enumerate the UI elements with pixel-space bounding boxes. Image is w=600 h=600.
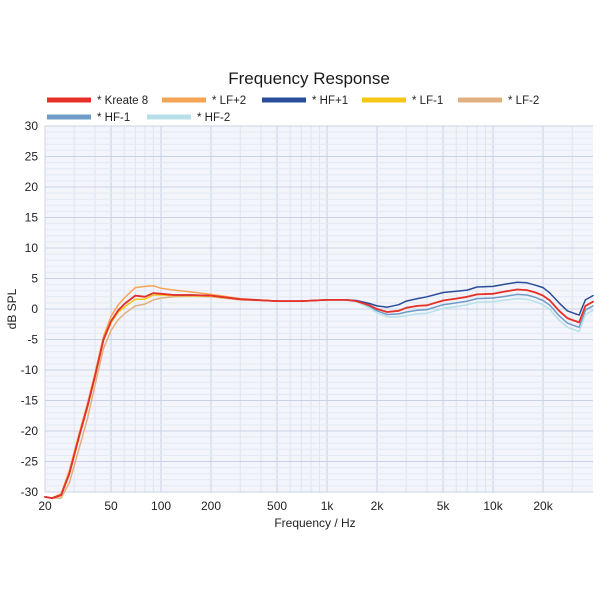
- series-layer: [44, 281, 594, 500]
- y-tick-label: -25: [21, 455, 39, 469]
- y-tick-label: 10: [25, 241, 39, 255]
- x-axis-ticks: 20 50 100 200 500 1k 2k 5k 10k 20k: [38, 499, 553, 513]
- legend-label: * HF+1: [312, 95, 348, 107]
- x-tick-label: 10k: [483, 499, 503, 513]
- y-axis-label: dB SPL: [5, 288, 19, 329]
- x-tick-label: 500: [267, 499, 287, 513]
- legend-label: * Kreate 8: [97, 95, 148, 107]
- x-tick-label: 100: [151, 499, 171, 513]
- y-tick-label: 25: [25, 150, 39, 164]
- chart-title: Frequency Response: [228, 69, 390, 88]
- y-tick-label: -5: [27, 333, 38, 347]
- legend-label: * HF-2: [197, 112, 230, 124]
- x-tick-label: 20: [38, 499, 52, 513]
- legend: * Kreate 8 * LF+2 * HF+1 * LF-1 * LF-2 * HF-1…: [47, 95, 539, 124]
- y-tick-label: -10: [21, 363, 39, 377]
- legend-label: * LF-1: [412, 95, 443, 107]
- grid: [44, 125, 593, 493]
- x-axis-label: Frequency / Hz: [274, 516, 355, 530]
- y-tick-label: -15: [21, 394, 39, 408]
- legend-label: * LF-2: [508, 95, 539, 107]
- x-tick-label: 200: [201, 499, 221, 513]
- x-tick-label: 1k: [321, 499, 335, 513]
- x-tick-label: 5k: [437, 499, 451, 513]
- y-tick-label: -20: [21, 424, 39, 438]
- x-tick-label: 50: [104, 499, 118, 513]
- x-tick-label: 20k: [533, 499, 553, 513]
- legend-label: * HF-1: [97, 112, 130, 124]
- series-line: [326, 293, 594, 329]
- series-line: [326, 297, 594, 333]
- y-tick-label: -30: [21, 485, 39, 499]
- y-tick-label: 30: [25, 119, 39, 133]
- y-tick-label: 5: [31, 272, 38, 286]
- legend-label: * LF+2: [212, 95, 246, 107]
- x-tick-label: 2k: [371, 499, 385, 513]
- series-line: [44, 288, 594, 500]
- y-tick-label: 20: [25, 180, 39, 194]
- y-tick-label: 0: [31, 302, 38, 316]
- y-axis-ticks: 30 25 20 15 10 5 0 -5 -10 -15 -20 -25 -30: [21, 119, 39, 499]
- y-tick-label: 15: [25, 211, 39, 225]
